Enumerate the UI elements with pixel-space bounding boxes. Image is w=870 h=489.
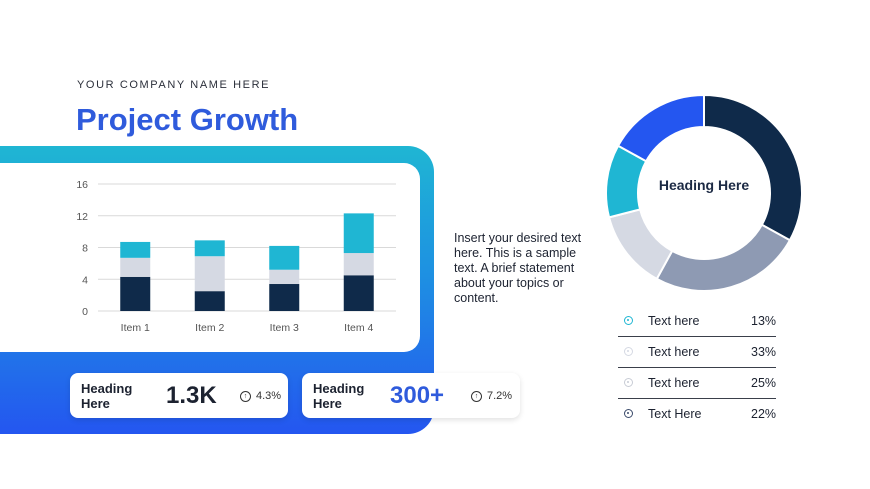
bar-segment: [343, 213, 374, 254]
legend-row: Text here 13%: [618, 306, 776, 337]
target-icon: [624, 378, 633, 387]
stat-value: 1.3K: [166, 382, 217, 409]
stat-value: 300+: [390, 382, 445, 409]
y-tick-label: 12: [76, 211, 88, 223]
legend-label: Text here: [648, 345, 700, 359]
bar-segment: [343, 275, 374, 311]
legend-percent: 22%: [751, 407, 777, 421]
donut-slice: [655, 223, 792, 292]
legend-label: Text here: [648, 376, 700, 390]
stat-percent: 7.2%: [487, 390, 513, 402]
legend-percent: 33%: [751, 345, 777, 359]
description-text: Insert your desired text here. This is a…: [454, 231, 582, 305]
legend-row: Text here 33%: [618, 337, 776, 368]
company-name: YOUR COMPANY NAME HERE: [77, 79, 271, 91]
bar-segment: [194, 256, 225, 292]
donut-chart: [605, 93, 803, 292]
page-title: Project Growth: [76, 102, 299, 137]
stat-card-2: Heading Here 300+ ↑ 7.2%: [302, 373, 520, 418]
stacked-bar-chart: 0 4 8 12 16 Item 1 Item 2 Item 3 Item 4: [76, 179, 396, 334]
donut-slice: [607, 208, 674, 281]
y-tick-label: 4: [82, 274, 88, 286]
donut-center-label: Heading Here: [658, 177, 750, 193]
bar-segment: [120, 241, 151, 258]
y-tick-label: 16: [76, 179, 88, 191]
x-tick-label: Item 3: [270, 322, 299, 334]
stat-heading: Heading Here: [313, 381, 365, 411]
up-arrow-icon: ↑: [240, 391, 251, 402]
bar-segment: [269, 284, 300, 311]
legend-label: Text here: [648, 314, 700, 328]
target-icon: [624, 347, 633, 356]
legend-label: Text Here: [648, 407, 702, 421]
legend-row: Text here 25%: [618, 368, 776, 399]
x-tick-label: Item 2: [195, 322, 224, 334]
bar-segment: [194, 291, 225, 311]
target-icon: [624, 409, 633, 418]
y-tick-label: 8: [82, 243, 88, 255]
legend-row: Text Here 22%: [618, 399, 776, 429]
donut-slice: [616, 93, 705, 163]
donut-slice: [703, 93, 803, 242]
stat-card-1: Heading Here 1.3K ↑ 4.3%: [70, 373, 288, 418]
target-icon: [624, 316, 633, 325]
up-arrow-icon: ↑: [471, 391, 482, 402]
bar-segment: [343, 253, 374, 276]
bar-segment: [269, 245, 300, 270]
legend-percent: 25%: [751, 376, 777, 390]
y-tick-label: 0: [82, 306, 88, 318]
x-tick-label: Item 1: [121, 322, 150, 334]
bar-segment: [194, 240, 225, 257]
x-tick-label: Item 4: [344, 322, 373, 334]
stat-percent: 4.3%: [256, 390, 282, 402]
legend-percent: 13%: [751, 314, 777, 328]
bar-segment: [120, 257, 151, 277]
bar-segment: [120, 276, 151, 311]
stat-heading: Heading Here: [81, 381, 133, 411]
bar-segment: [269, 269, 300, 285]
